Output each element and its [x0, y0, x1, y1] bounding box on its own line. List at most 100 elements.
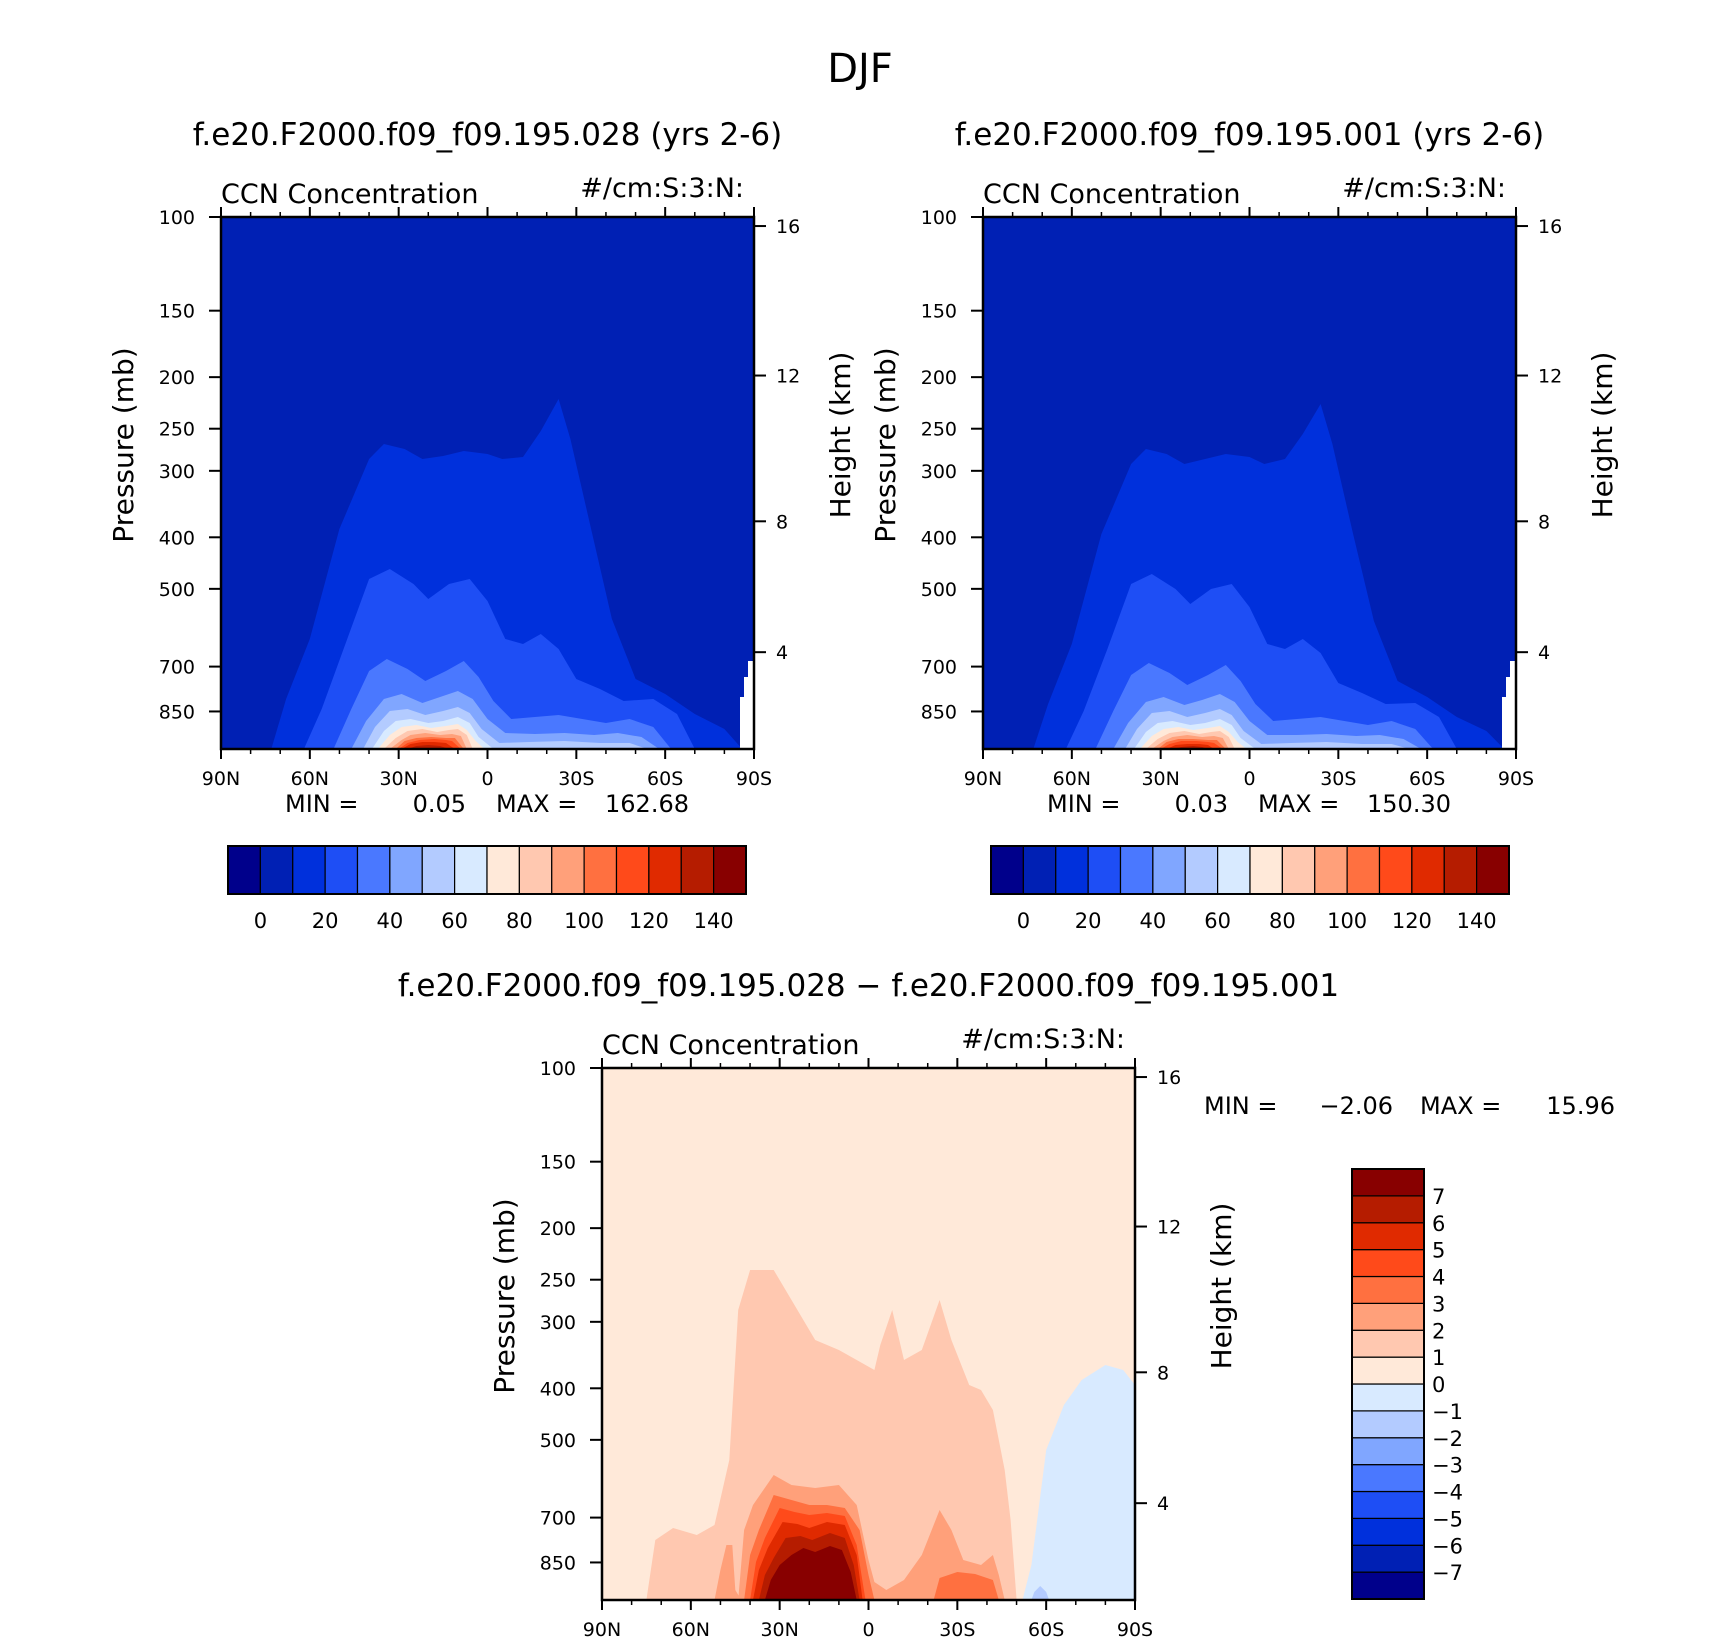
variable-label: CCN Concentration: [602, 1030, 860, 1061]
colorbar-swatch: [1351, 1275, 1425, 1304]
y-tick-label: 200: [921, 367, 957, 389]
x-tick-label: 30S: [939, 1619, 975, 1639]
colorbar-swatch: [615, 845, 650, 895]
y2-axis-title: Height (km): [824, 352, 857, 519]
colorbar-swatch: [1476, 845, 1510, 895]
contour-level-11: [933, 1572, 999, 1600]
colorbar-label: 100: [564, 909, 604, 933]
contour-level-2: [1031, 1586, 1050, 1600]
colorbar-label: −4: [1432, 1481, 1463, 1505]
colorbar-label: 5: [1432, 1239, 1445, 1263]
y-tick-label: 700: [159, 657, 195, 679]
max-label: MAX =: [1258, 790, 1339, 818]
colorbar-swatch: [454, 845, 488, 895]
y2-tick-label: 8: [1157, 1362, 1169, 1384]
units-label: #/cm:S:3:N:: [1342, 173, 1506, 204]
colorbar-label: 3: [1432, 1292, 1445, 1316]
colorbar-swatch: [1119, 845, 1154, 895]
colorbar-label: 6: [1432, 1212, 1445, 1236]
colorbar-label: −1: [1432, 1400, 1463, 1424]
y2-tick-label: 4: [1157, 1493, 1169, 1515]
y2-tick-label: 16: [776, 216, 800, 238]
y-tick-label: 400: [159, 527, 195, 549]
colorbar-swatch: [713, 845, 747, 895]
colorbar-label: 7: [1432, 1185, 1445, 1209]
y-axis-title: Pressure (mb): [488, 1198, 521, 1393]
colorbar-label: 80: [506, 909, 533, 933]
colorbar-label: −3: [1432, 1454, 1463, 1478]
y-tick-label: 150: [159, 301, 195, 323]
panel-difference: f.e20.F2000.f09_f09.195.028 − f.e20.F200…: [398, 968, 1615, 1639]
y2-tick-label: 8: [776, 511, 788, 533]
colorbar-swatch: [1443, 845, 1478, 895]
colorbar-swatch: [1351, 1464, 1425, 1493]
colorbar-swatch: [551, 845, 585, 895]
min-value: 0.05: [413, 790, 466, 818]
min-label: MIN =: [285, 790, 358, 818]
panel-title: f.e20.F2000.f09_f09.195.028 (yrs 2-6): [193, 117, 783, 153]
colorbar-label: −5: [1432, 1507, 1463, 1531]
variable-label: CCN Concentration: [221, 179, 479, 210]
contour-level-1: [1022, 1365, 1135, 1600]
x-tick-label: 90S: [736, 768, 772, 790]
y-tick-label: 400: [921, 527, 957, 549]
colorbar-swatch: [1351, 1302, 1425, 1331]
y2-tick-label: 12: [1157, 1217, 1181, 1239]
min-value: −2.06: [1319, 1092, 1393, 1120]
y2-tick-label: 12: [1538, 366, 1562, 388]
y2-axis-title: Height (km): [1586, 352, 1619, 519]
y-tick-label: 150: [921, 301, 957, 323]
colorbar-swatch: [1351, 1490, 1425, 1519]
y-tick-label: 500: [540, 1430, 576, 1452]
colorbar-swatch: [1351, 1410, 1425, 1439]
x-tick-label: 60N: [291, 768, 329, 790]
units-label: #/cm:S:3:N:: [961, 1024, 1125, 1055]
y2-tick-label: 16: [1157, 1067, 1181, 1089]
colorbar: 0 20 40 60 80 100 120 140: [990, 845, 1510, 933]
max-value: 15.96: [1546, 1092, 1615, 1120]
figure-title: DJF: [827, 46, 893, 92]
colorbar-frame: [990, 845, 1510, 895]
colorbar-swatch: [583, 845, 618, 895]
y-tick-label: 200: [159, 367, 195, 389]
colorbar-label: 40: [377, 909, 404, 933]
contour-level-3: [646, 1270, 1017, 1600]
colorbar-label: −2: [1432, 1427, 1463, 1451]
contour-field: [983, 217, 1516, 749]
colorbar: 0 20 40 60 80 100 120 140: [227, 845, 747, 933]
colorbar-swatch: [1351, 1249, 1425, 1278]
units-label: #/cm:S:3:N:: [580, 173, 744, 204]
colorbar-swatch: [227, 845, 261, 895]
colorbar-swatch: [1351, 1437, 1425, 1466]
x-tick-label: 60S: [1028, 1619, 1064, 1639]
colorbar-label: −6: [1432, 1534, 1463, 1558]
y-tick-label: 100: [921, 207, 957, 229]
max-label: MAX =: [496, 790, 577, 818]
x-tick-label: 0: [862, 1619, 874, 1639]
y-axis-title: Pressure (mb): [107, 347, 140, 542]
y-tick-label: 500: [921, 579, 957, 601]
contour-field: [221, 217, 754, 749]
colorbar-label: 0: [1432, 1373, 1445, 1397]
panel-title: f.e20.F2000.f09_f09.195.028 − f.e20.F200…: [398, 968, 1339, 1004]
y-tick-label: 100: [540, 1058, 576, 1080]
min-value: 0.03: [1175, 790, 1228, 818]
colorbar-swatch: [1351, 1222, 1425, 1251]
x-tick-label: 90S: [1117, 1619, 1153, 1639]
colorbar-label: 140: [1457, 909, 1497, 933]
contour-level-10: [764, 1546, 857, 1600]
colorbar-label: 60: [1204, 909, 1231, 933]
colorbar-swatch: [389, 845, 423, 895]
y-tick-label: 700: [921, 657, 957, 679]
colorbar-label: 1: [1432, 1346, 1445, 1370]
max-value: 162.68: [605, 790, 689, 818]
colorbar-swatch: [648, 845, 682, 895]
missing-data-region: [1502, 661, 1516, 749]
colorbar-label: 120: [1392, 909, 1432, 933]
panel-right: f.e20.F2000.f09_f09.195.001 (yrs 2-6) CCN…: [869, 117, 1619, 933]
colorbar-label: 0: [254, 909, 267, 933]
colorbar-label: 2: [1432, 1319, 1445, 1343]
y-tick-label: 250: [540, 1270, 576, 1292]
colorbar-swatch: [1351, 1356, 1425, 1385]
